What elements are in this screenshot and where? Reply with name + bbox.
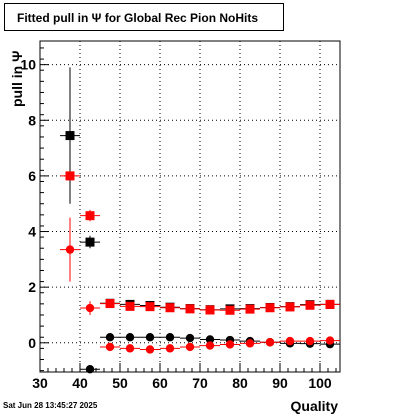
y-tick-label: 4 [28, 224, 36, 240]
x-tick-label: 100 [308, 375, 332, 391]
round-marker [325, 336, 335, 345]
round-marker [285, 336, 295, 346]
y-tick-label: 8 [28, 112, 36, 128]
round-marker [185, 342, 195, 352]
round-marker [145, 333, 155, 342]
round-marker [165, 333, 175, 342]
timestamp: Sat Jun 28 13:45:27 2025 [3, 401, 98, 410]
plot-frame [39, 40, 341, 373]
square-marker [205, 305, 215, 315]
y-tick-label: 10 [20, 57, 36, 73]
round-marker [105, 342, 115, 352]
square-marker [285, 302, 295, 312]
square-marker [65, 171, 75, 181]
square-marker [225, 305, 235, 315]
round-marker [165, 344, 175, 353]
x-tick-label: 50 [112, 375, 128, 391]
square-marker [85, 211, 95, 221]
round-marker [205, 341, 215, 350]
y-tick-label: 0 [28, 335, 36, 351]
y-tick-labels: 0 2 4 6 8 10 [20, 57, 36, 351]
series-2 [80, 333, 340, 374]
title-box: Fitted pull in Ψ for Global Rec Pion NoH… [4, 3, 284, 31]
data-series [60, 67, 340, 374]
square-marker [85, 237, 95, 247]
round-marker [125, 333, 135, 342]
square-marker [145, 302, 155, 312]
round-marker [85, 365, 95, 374]
round-marker [105, 333, 115, 342]
x-tick-label: 30 [32, 375, 48, 391]
round-marker [185, 333, 195, 343]
round-marker [245, 339, 255, 348]
grid [40, 41, 340, 372]
series-1 [60, 171, 340, 315]
round-marker [85, 303, 95, 313]
square-marker [65, 131, 75, 141]
x-axis-label: Quality [290, 398, 338, 414]
round-marker [205, 335, 215, 344]
x-tick-label: 40 [72, 375, 88, 391]
y-axis-label: pull in Ψ [9, 50, 25, 107]
x-tick-label: 60 [152, 375, 168, 391]
y-tick-label: 6 [28, 168, 36, 184]
chart-title: Fitted pull in Ψ for Global Rec Pion NoH… [17, 11, 259, 25]
y-tick-label: 2 [28, 279, 36, 295]
round-marker [265, 338, 275, 347]
x-tick-label: 90 [272, 375, 288, 391]
square-marker [245, 304, 255, 314]
square-marker [125, 301, 135, 311]
round-marker [225, 340, 235, 349]
x-tick-label: 80 [232, 375, 248, 391]
square-marker [305, 300, 315, 310]
round-marker [125, 344, 135, 353]
square-marker [165, 303, 175, 313]
square-marker [325, 299, 335, 309]
x-tick-label: 70 [192, 375, 208, 391]
round-marker [65, 245, 75, 254]
series-3 [60, 217, 340, 354]
x-tick-labels: 30 40 50 60 70 80 90 100 [32, 375, 332, 391]
square-marker [265, 303, 275, 313]
square-marker [185, 304, 195, 314]
round-marker [305, 336, 315, 346]
square-marker [105, 299, 115, 309]
round-marker [145, 345, 155, 354]
axis-ticks [39, 47, 337, 372]
